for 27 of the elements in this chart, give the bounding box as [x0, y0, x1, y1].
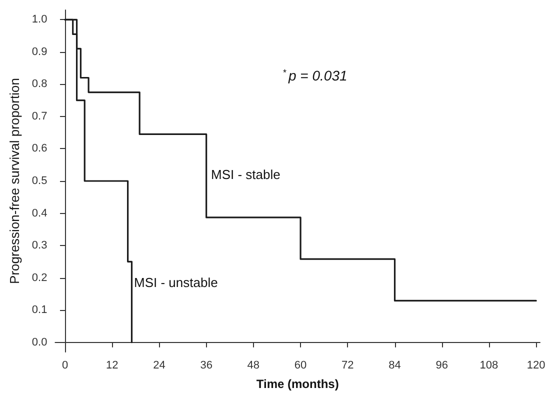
annotation: *p = 0.031 [283, 68, 348, 84]
x-tick-label: 72 [342, 360, 354, 372]
x-tick-label: 108 [480, 360, 498, 372]
x-tick-label: 36 [200, 360, 212, 372]
y-tick-label: 0.8 [32, 78, 48, 90]
y-tick-label: 0.1 [32, 304, 48, 316]
x-tick-label: 84 [388, 360, 401, 372]
x-tick-label: 12 [106, 360, 118, 372]
x-tick-label: 96 [436, 360, 448, 372]
y-tick-label: 0.3 [32, 240, 48, 252]
y-axis-title: Progression-free survival proportion [7, 78, 22, 284]
x-tick-label: 60 [294, 360, 307, 372]
y-tick-label: 0.0 [32, 336, 48, 348]
x-axis-title: Time (months) [256, 377, 339, 391]
y-tick-label: 1.0 [32, 14, 48, 26]
y-tick-label: 0.7 [32, 110, 48, 122]
y-tick-label: 0.6 [32, 142, 48, 155]
y-tick-label: 0.9 [32, 46, 48, 58]
x-tick-label: 24 [153, 360, 166, 372]
y-tick-label: 0.4 [32, 207, 48, 220]
x-tick-label: 0 [62, 360, 68, 372]
x-tick-label: 48 [247, 360, 260, 372]
y-tick-label: 0.5 [32, 175, 48, 187]
annotation: MSI - unstable [134, 275, 218, 290]
annotation: MSI - stable [211, 167, 280, 182]
y-tick-label: 0.2 [32, 272, 48, 284]
x-tick-label: 120 [526, 360, 546, 372]
